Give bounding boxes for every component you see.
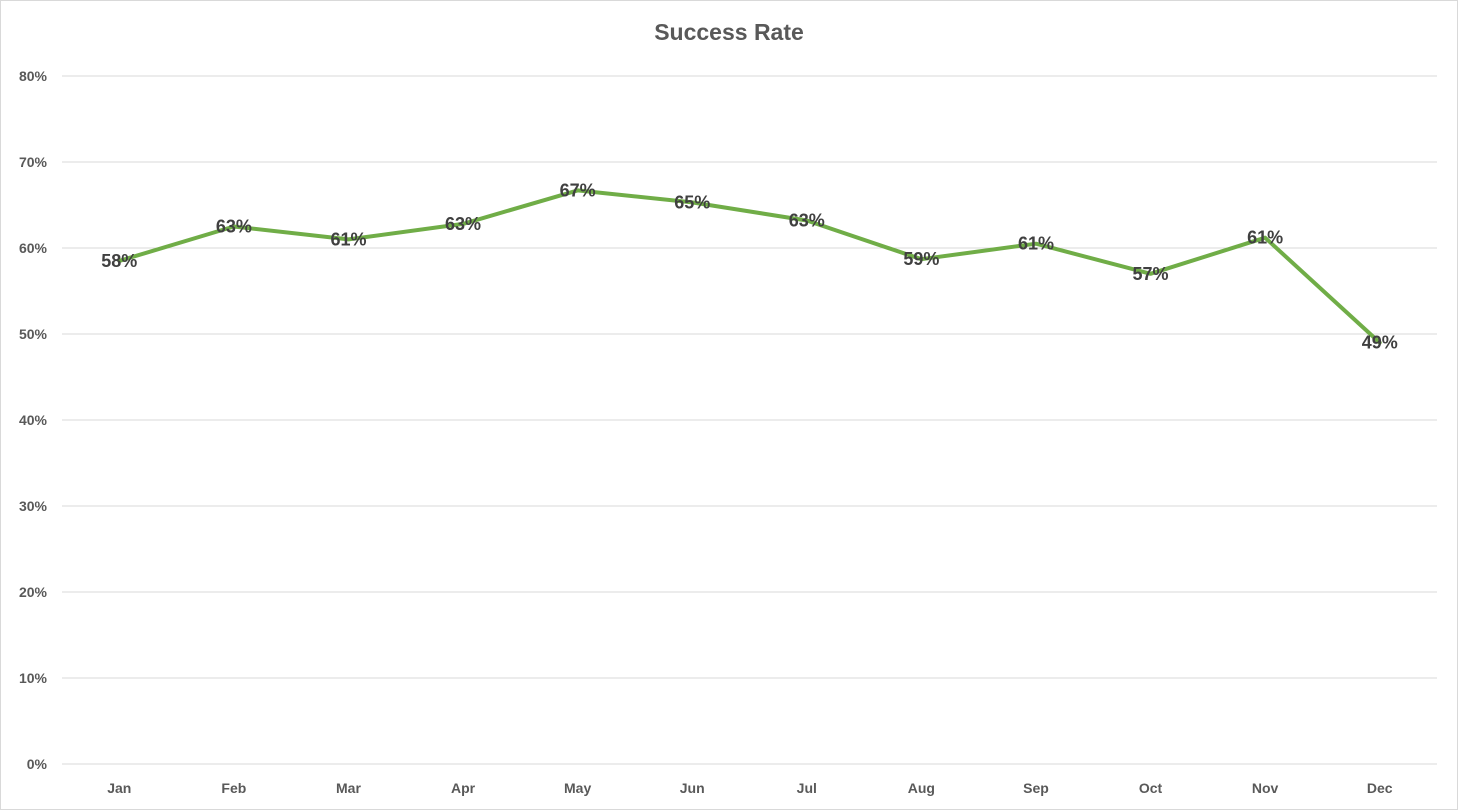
data-label: 59% bbox=[903, 249, 939, 269]
y-tick-label: 50% bbox=[19, 326, 48, 342]
x-tick-label: Jul bbox=[797, 780, 817, 796]
x-tick-label: May bbox=[564, 780, 591, 796]
x-tick-label: Nov bbox=[1252, 780, 1279, 796]
data-label: 49% bbox=[1362, 333, 1398, 353]
x-tick-label: Feb bbox=[221, 780, 246, 796]
y-tick-label: 30% bbox=[19, 498, 48, 514]
data-label: 58% bbox=[101, 251, 137, 271]
data-label: 63% bbox=[216, 217, 252, 237]
data-label: 65% bbox=[674, 192, 710, 212]
y-tick-label: 60% bbox=[19, 240, 48, 256]
x-tick-label: Dec bbox=[1367, 780, 1393, 796]
data-label: 61% bbox=[330, 229, 366, 249]
x-tick-label: Mar bbox=[336, 780, 361, 796]
y-tick-label: 80% bbox=[19, 68, 48, 84]
y-tick-label: 10% bbox=[19, 670, 48, 686]
x-tick-label: Jun bbox=[680, 780, 705, 796]
y-tick-label: 70% bbox=[19, 154, 48, 170]
chart-title: Success Rate bbox=[654, 19, 804, 45]
data-label: 57% bbox=[1133, 264, 1169, 284]
x-tick-label: Jan bbox=[107, 780, 131, 796]
y-tick-label: 20% bbox=[19, 584, 48, 600]
data-label: 67% bbox=[560, 180, 596, 200]
x-tick-label: Sep bbox=[1023, 780, 1049, 796]
x-tick-label: Apr bbox=[451, 780, 476, 796]
y-tick-label: 0% bbox=[27, 756, 48, 772]
series-line bbox=[117, 188, 1382, 345]
data-label: 63% bbox=[789, 210, 825, 230]
y-tick-label: 40% bbox=[19, 412, 48, 428]
data-label: 61% bbox=[1247, 228, 1283, 248]
data-label: 63% bbox=[445, 214, 481, 234]
data-label: 61% bbox=[1018, 234, 1054, 254]
x-tick-label: Oct bbox=[1139, 780, 1163, 796]
x-tick-label: Aug bbox=[908, 780, 935, 796]
